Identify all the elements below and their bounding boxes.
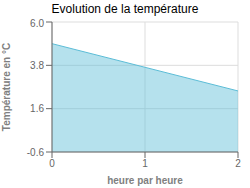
html-text:Evolution de la température: Evolution de la température bbox=[51, 2, 199, 16]
svg-text:0: 0 bbox=[49, 158, 55, 169]
svg-text:heure par heure: heure par heure bbox=[107, 175, 183, 186]
svg-text:1: 1 bbox=[142, 158, 148, 169]
svg-text:Température en °C: Température en °C bbox=[8, 43, 12, 131]
svg-text:3.8: 3.8 bbox=[30, 60, 44, 71]
svg-text:6.0: 6.0 bbox=[30, 18, 44, 29]
svg-text:-0.6: -0.6 bbox=[27, 147, 45, 158]
svg-text:1.6: 1.6 bbox=[30, 103, 44, 114]
svg-text:2: 2 bbox=[235, 158, 241, 169]
